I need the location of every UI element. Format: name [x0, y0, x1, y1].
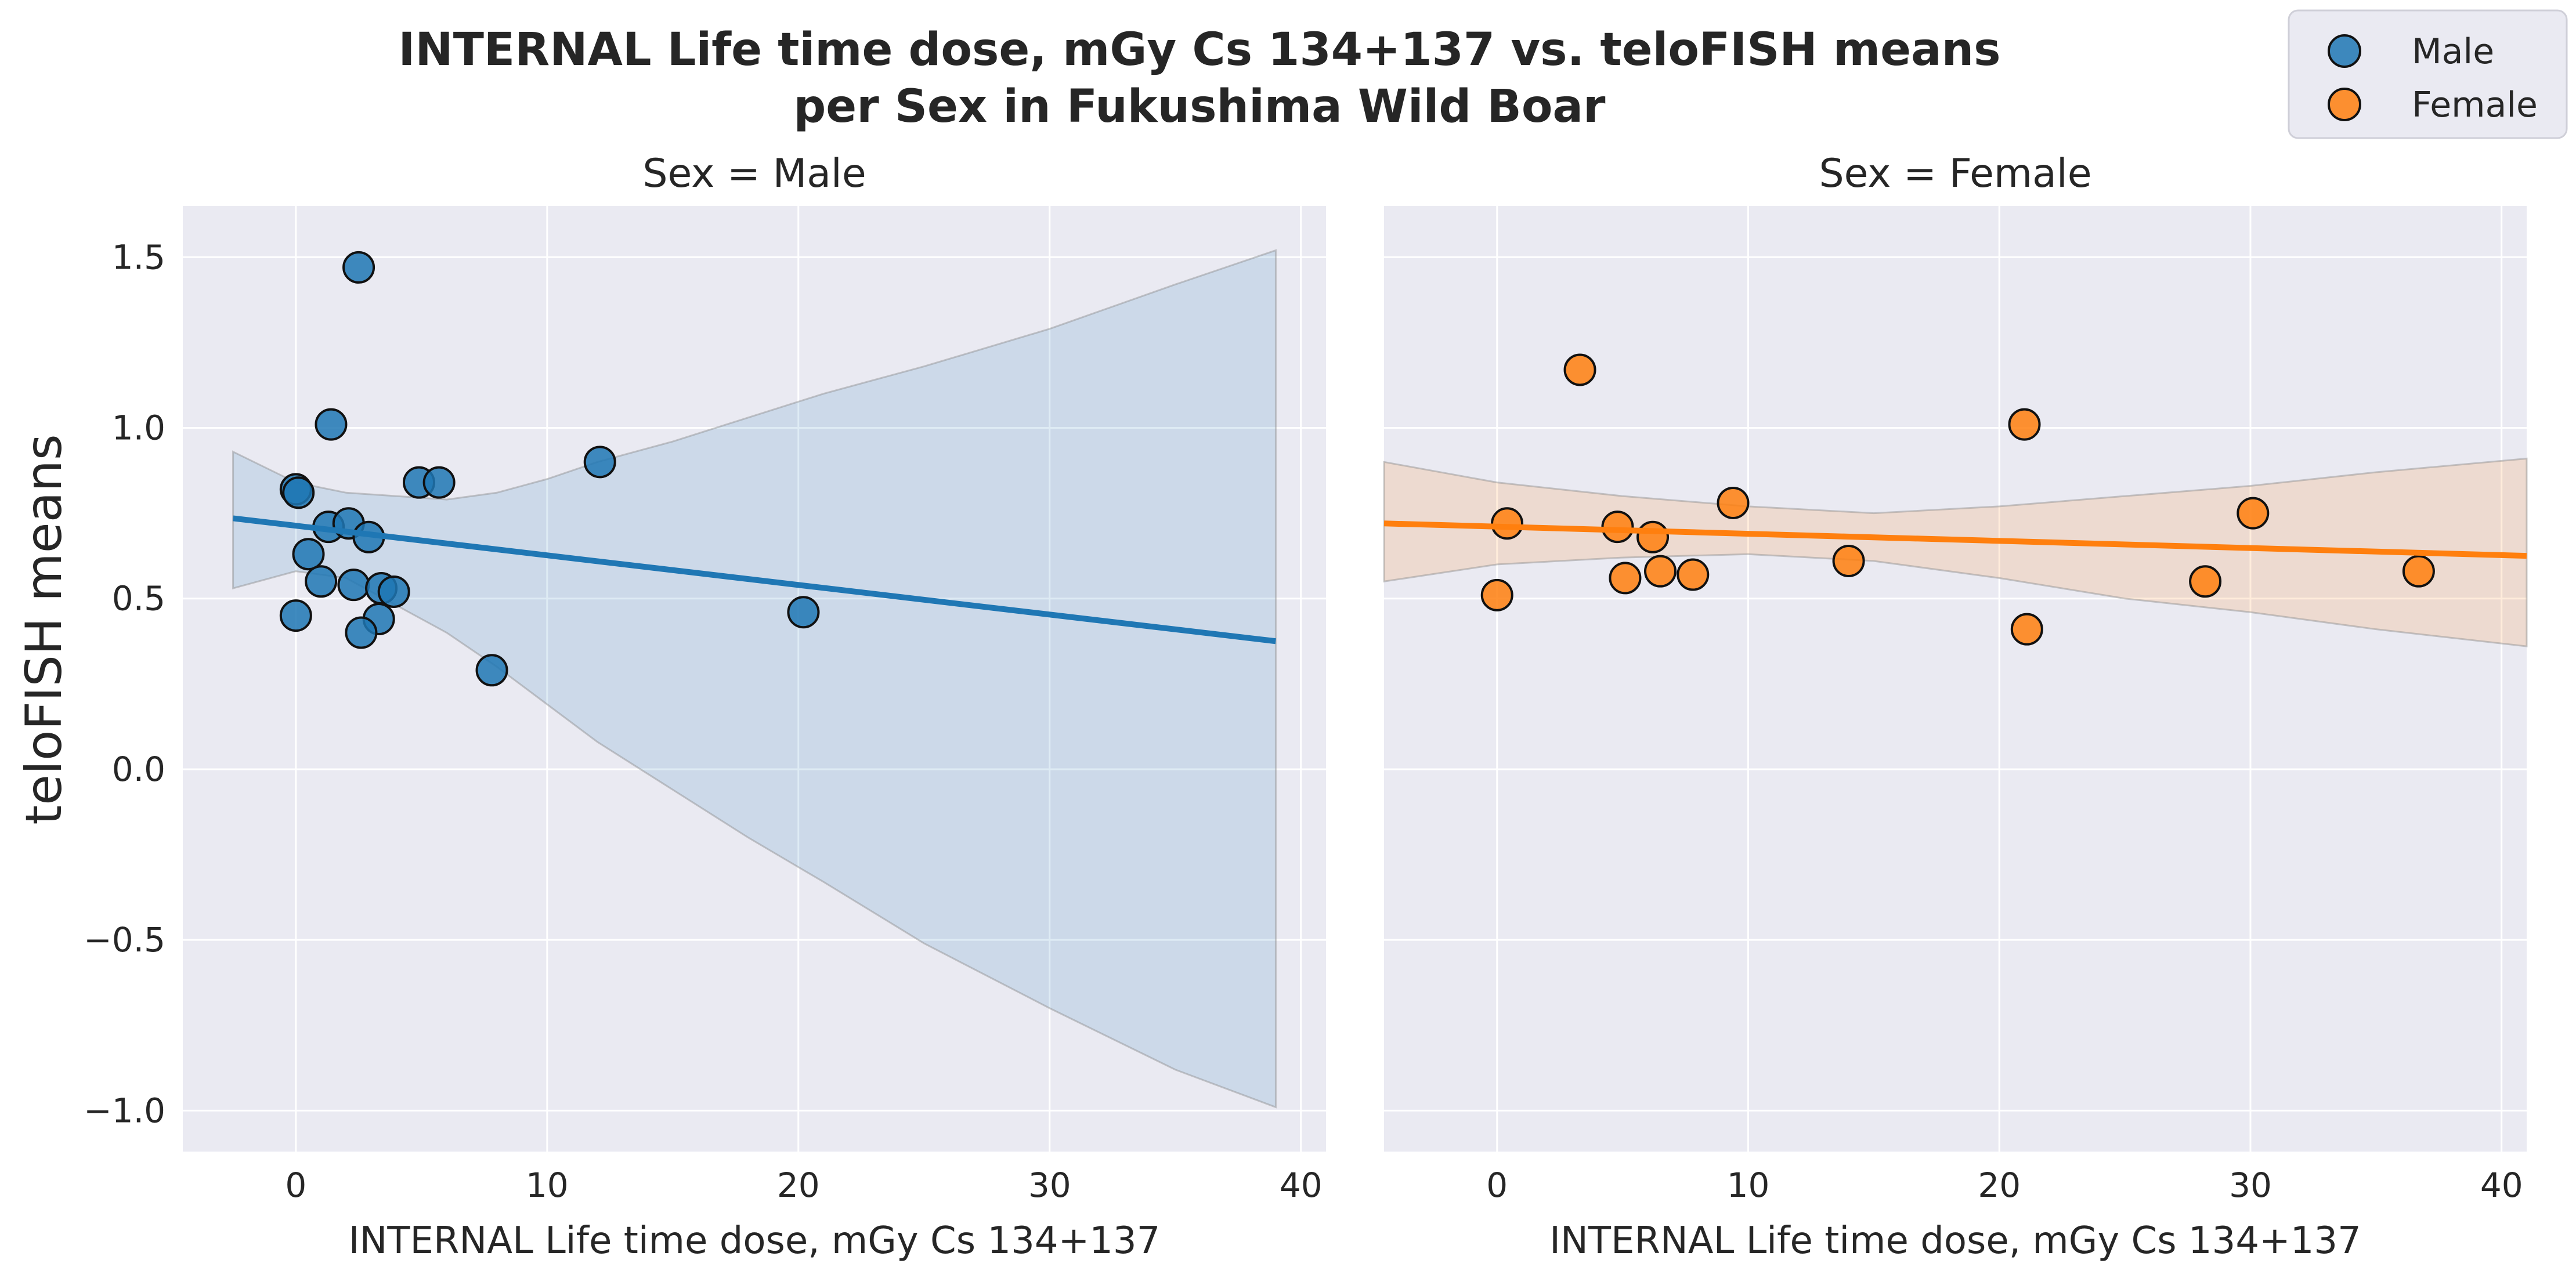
scatter-point: [1491, 507, 1524, 540]
legend-marker: [2328, 34, 2361, 68]
scatter-point: [292, 538, 325, 571]
x-axis-label: INTERNAL Life time dose, mGy Cs 134+137: [349, 1219, 1161, 1262]
scatter-point: [1644, 555, 1677, 588]
x-tick-label: 0: [1486, 1165, 1508, 1205]
y-axis-label: teloFISH means: [15, 434, 73, 824]
legend-item-female: Female: [2328, 85, 2538, 125]
regression-line: [233, 515, 1276, 645]
x-axis-label: INTERNAL Life time dose, mGy Cs 134+137: [1549, 1219, 2361, 1262]
y-tick-label: 1.5: [112, 237, 165, 277]
scatter-point: [1480, 578, 1513, 611]
x-tick-label: 0: [285, 1165, 306, 1205]
scatter-point: [1609, 562, 1642, 595]
x-tick-label: 20: [1978, 1165, 2021, 1205]
scatter-point: [345, 616, 378, 649]
scatter-point: [305, 565, 338, 598]
regression-line: [1383, 520, 2527, 559]
plot-background: [183, 206, 1326, 1152]
scatter-point: [279, 599, 312, 632]
chart-title-line1: INTERNAL Life time dose, mGy Cs 134+137 …: [398, 24, 2000, 76]
x-tick-label: 30: [1028, 1165, 1071, 1205]
x-tick-label: 20: [777, 1165, 820, 1205]
scatter-point: [1717, 486, 1750, 519]
facet-panel-1: Sex = Male 0 10 20 30 40 INTERNAL Life time do…: [84, 151, 1326, 1262]
facet-title: Sex = Female: [1819, 151, 2091, 197]
scatter-point: [2008, 408, 2041, 441]
legend: Male Female: [2288, 9, 2568, 139]
scatter-point: [337, 569, 370, 602]
chart-title-line2: per Sex in Fukushima Wild Boar: [793, 81, 1606, 133]
x-tick-label: 10: [1727, 1165, 1770, 1205]
scatter-point: [1563, 353, 1596, 386]
y-tick-label: −1.0: [84, 1091, 165, 1130]
legend-label: Male: [2412, 31, 2494, 72]
x-tick-label: 40: [2480, 1165, 2523, 1205]
confidence-band: [232, 249, 1277, 1109]
scatter-point: [1601, 511, 1634, 544]
y-tick-label: 1.0: [112, 408, 165, 447]
legend-marker: [2328, 88, 2361, 121]
scatter-point: [583, 446, 616, 479]
x-tick-label: 10: [526, 1165, 569, 1205]
scatter-point: [377, 575, 410, 608]
scatter-point: [2402, 555, 2435, 588]
y-tick-label: 0.5: [112, 579, 165, 618]
scatter-point: [1677, 558, 1710, 591]
facet-panel-2: Sex = Female 0 10 20 30 40 INTERNAL Life time …: [1383, 151, 2528, 1262]
scatter-point: [1832, 544, 1865, 577]
scatter-point: [787, 596, 820, 629]
scatter-point: [2189, 565, 2222, 598]
scatter-point: [315, 408, 348, 441]
plot-background: [1384, 206, 2527, 1152]
scatter-point: [2237, 497, 2270, 530]
scatter-point: [342, 251, 375, 284]
y-tick-label: 0.0: [112, 750, 165, 789]
scatter-point: [282, 476, 315, 509]
y-tick-label: −0.5: [84, 920, 165, 960]
facet-panels: Sex = Male 0 10 20 30 40 INTERNAL Life time do…: [84, 151, 2528, 1262]
legend-label: Female: [2412, 85, 2538, 125]
scatter-point: [475, 654, 508, 687]
scatter-point: [1636, 520, 1670, 553]
title-group: INTERNAL Life time dose, mGy Cs 134+137 …: [398, 24, 2000, 133]
scatter-point: [2010, 613, 2043, 646]
facet-title: Sex = Male: [642, 151, 866, 197]
scatter-point: [422, 466, 456, 499]
x-tick-label: 40: [1280, 1165, 1323, 1205]
legend-item-male: Male: [2328, 31, 2494, 72]
x-tick-label: 30: [2229, 1165, 2272, 1205]
